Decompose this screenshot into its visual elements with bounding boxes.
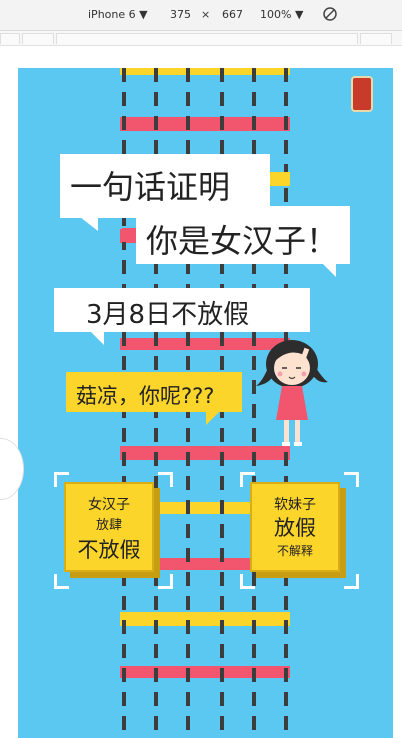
rail-bar: [120, 612, 290, 626]
headline-line-1: 一句话证明: [70, 168, 231, 206]
stamp-logo: [351, 76, 373, 112]
frame-corner: [344, 574, 359, 589]
right-card-line-3: 不解释: [276, 544, 313, 558]
bubble-tail: [322, 263, 336, 277]
headline-bubble-2: 你是女汉子！: [136, 206, 350, 264]
devtools-toolbar: iPhone 6 ▼ 375 × 667 100% ▼: [0, 0, 402, 31]
rail-bar: [156, 558, 256, 570]
rail-bar: [120, 68, 290, 75]
frame-corner: [240, 574, 255, 589]
left-card-line-1: 女汉子: [88, 497, 130, 513]
rail-bar: [120, 117, 290, 131]
left-choice-card[interactable]: 女汉子 放肆 不放假: [64, 482, 160, 578]
frame-corner: [344, 472, 359, 487]
frame-corner: [158, 574, 173, 589]
frame-corner: [54, 472, 69, 487]
headline-line-2: 你是女汉子！: [146, 222, 339, 260]
rail-bar: [156, 502, 256, 514]
media-query-ruler[interactable]: [0, 31, 402, 46]
rail-bar: [120, 666, 290, 678]
date-bubble-text: 3月8日不放假: [86, 300, 250, 330]
date-bubble: 3月8日不放假: [54, 288, 310, 332]
frame-corner: [54, 574, 69, 589]
frame-corner: [158, 472, 173, 487]
reply-bubble-text: 菇凉，你呢???: [76, 384, 215, 408]
rotate-icon[interactable]: [322, 6, 338, 26]
yellow-tab: [270, 172, 290, 186]
pink-tab: [122, 228, 136, 242]
chevron-down-icon: ▼: [294, 8, 304, 21]
right-card-line-2: 放假: [274, 516, 316, 540]
dashed-rails: [122, 68, 288, 738]
frame-corner: [240, 472, 255, 487]
device-select[interactable]: iPhone 6 ▼: [88, 8, 148, 22]
width-field[interactable]: 375: [170, 8, 191, 21]
rail-bar: [120, 338, 290, 350]
rail-bar: [120, 446, 290, 460]
zoom-select[interactable]: 100% ▼: [260, 8, 303, 22]
dimension-separator: ×: [201, 8, 211, 21]
device-name: iPhone 6: [88, 8, 136, 21]
bubble-tail: [206, 411, 220, 425]
reply-bubble: 菇凉，你呢???: [66, 372, 242, 412]
zoom-value: 100%: [260, 8, 292, 21]
girl-illustration: [256, 340, 328, 446]
poster-stage: 一句话证明 你是女汉子！ 3月8日不放假 菇凉，你呢???: [18, 68, 393, 738]
left-card-line-2: 放肆: [95, 518, 122, 533]
chevron-down-icon: ▼: [139, 8, 148, 21]
bubble-tail: [80, 217, 98, 231]
right-card-line-1: 软妹子: [274, 497, 316, 513]
left-card-line-3: 不放假: [77, 538, 141, 562]
bubble-tail: [90, 331, 104, 345]
right-choice-card[interactable]: 软妹子 放假 不解释: [250, 482, 346, 578]
height-field[interactable]: 667: [222, 8, 243, 21]
